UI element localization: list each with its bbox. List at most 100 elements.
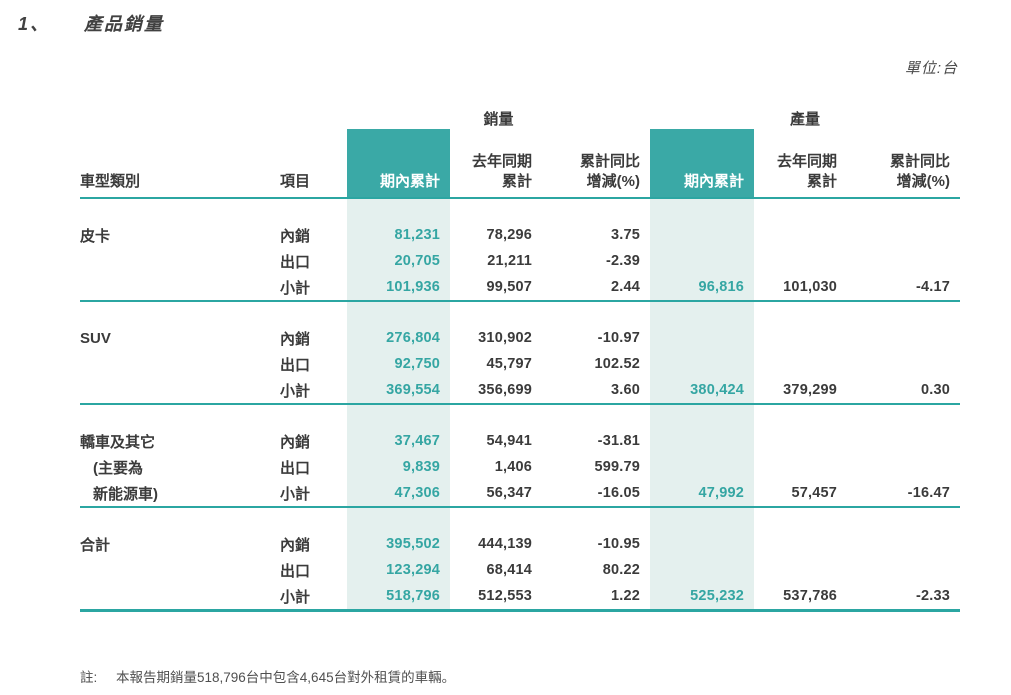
sales-prev-value: 99,507: [486, 279, 532, 295]
sales-prev-value: 310,902: [478, 330, 532, 346]
block-pickup: 皮卡 內銷 81,231 78,296 3.75 出口 20,705 21,21…: [80, 199, 960, 302]
prod-period-value: [650, 557, 754, 583]
section-number: 1、: [18, 14, 51, 34]
sales-period-value: 369,554: [347, 377, 450, 403]
col-header-sales-prev-line2: 累計: [501, 172, 532, 190]
table-row: 合計 內銷 395,502 444,139 -10.95: [80, 531, 960, 557]
sales-prev-value: 444,139: [478, 536, 532, 552]
prod-yoy-value: -2.33: [915, 588, 950, 604]
category-label: 皮卡: [80, 227, 111, 245]
footnote-label: 註:: [80, 670, 98, 685]
production-group-header: 產量: [789, 111, 820, 128]
table-spacer-row: [80, 508, 960, 531]
col-header-sales-prev: 去年同期 累計: [450, 152, 542, 197]
prod-prev-value: 57,457: [791, 485, 837, 501]
sales-prev-value: 68,414: [486, 562, 532, 578]
col-header-prod-prev-line2: 累計: [806, 172, 837, 190]
col-header-item: 項目: [280, 173, 311, 190]
sales-period-value: 276,804: [347, 325, 450, 351]
table-row: 皮卡 內銷 81,231 78,296 3.75: [80, 222, 960, 248]
block-suv: SUV 內銷 276,804 310,902 -10.97 出口 92,750 …: [80, 302, 960, 405]
item-label: 小計: [280, 382, 311, 400]
prod-period-value: [650, 454, 754, 480]
col-header-prod-period: 期內累計: [650, 129, 754, 197]
table-row: 新能源車) 小計 47,306 56,347 -16.05 47,992 57,…: [80, 480, 960, 506]
sales-yoy-value: 102.52: [594, 356, 640, 372]
sales-period-value: 123,294: [347, 557, 450, 583]
sales-prev-value: 1,406: [494, 459, 532, 475]
sales-yoy-value: 80.22: [602, 562, 640, 578]
sales-period-value: 101,936: [347, 274, 450, 300]
sales-prev-value: 21,211: [487, 253, 532, 269]
category-label: SUV: [80, 329, 111, 347]
col-header-sales-period: 期內累計: [347, 129, 450, 197]
table-row: (主要為 出口 9,839 1,406 599.79: [80, 454, 960, 480]
item-label: 出口: [280, 253, 311, 271]
item-label: 內銷: [280, 433, 311, 451]
col-header-prod-yoy-line2: 增減(%): [896, 172, 950, 190]
prod-period-value: [650, 351, 754, 377]
col-header-prod-prev: 去年同期 累計: [754, 152, 847, 197]
prod-prev-value: 379,299: [783, 382, 837, 398]
prod-prev-value: 101,030: [783, 279, 837, 295]
prod-period-value: 47,992: [650, 480, 754, 506]
sales-prev-value: 78,296: [486, 227, 532, 243]
sales-yoy-value: -31.81: [597, 433, 640, 449]
sales-yoy-value: -10.95: [597, 536, 640, 552]
section-title-text: 產品銷量: [84, 14, 165, 34]
col-header-prod-prev-line1: 去年同期: [776, 153, 837, 170]
prod-period-value: 96,816: [650, 274, 754, 300]
table-spacer-row: [80, 405, 960, 428]
table-row: SUV 內銷 276,804 310,902 -10.97: [80, 325, 960, 351]
unit-label: 單位:台: [904, 60, 958, 77]
prod-period-value: [650, 428, 754, 454]
section-title: 1、 產品銷量: [18, 10, 164, 36]
prod-period-value: 525,232: [650, 583, 754, 609]
sales-period-value: 92,750: [347, 351, 450, 377]
item-label: 出口: [280, 459, 311, 477]
table-row: 小計 369,554 356,699 3.60 380,424 379,299 …: [80, 377, 960, 403]
table-row: 出口 20,705 21,211 -2.39: [80, 248, 960, 274]
item-label: 內銷: [280, 330, 311, 348]
prod-period-value: [650, 248, 754, 274]
category-label: 合計: [80, 536, 111, 554]
table-row: 小計 101,936 99,507 2.44 96,816 101,030 -4…: [80, 274, 960, 300]
prod-prev-value: 537,786: [783, 588, 837, 604]
sales-prev-value: 54,941: [486, 433, 532, 449]
prod-yoy-value: -16.47: [907, 485, 950, 501]
table-row: 出口 92,750 45,797 102.52: [80, 351, 960, 377]
table-spacer-row: [80, 302, 960, 325]
category-label: (主要為: [93, 459, 143, 477]
prod-yoy-value: -4.17: [915, 279, 950, 295]
col-header-sales-prev-line1: 去年同期: [471, 153, 532, 170]
sales-prev-value: 356,699: [478, 382, 532, 398]
sales-yoy-value: 2.44: [610, 279, 640, 295]
sales-period-value: 395,502: [347, 531, 450, 557]
item-label: 出口: [280, 356, 311, 374]
item-label: 內銷: [280, 536, 311, 554]
item-label: 出口: [280, 562, 311, 580]
col-header-prod-yoy: 累計同比 增減(%): [847, 152, 960, 197]
block-sedan-other: 轎車及其它 內銷 37,467 54,941 -31.81 (主要為 出口 9,…: [80, 405, 960, 508]
table-spacer-row: [80, 199, 960, 222]
prod-period-value: [650, 325, 754, 351]
block-total: 合計 內銷 395,502 444,139 -10.95 出口 123,294 …: [80, 508, 960, 612]
col-header-sales-yoy-line2: 增減(%): [586, 172, 640, 190]
sales-prev-value: 45,797: [486, 356, 532, 372]
category-label: 新能源車): [93, 485, 158, 503]
prod-yoy-value: 0.30: [920, 382, 950, 398]
sales-yoy-value: 1.22: [610, 588, 640, 604]
table-row: 小計 518,796 512,553 1.22 525,232 537,786 …: [80, 583, 960, 609]
sales-group-header: 銷量: [483, 111, 514, 128]
footnote-text: 本報告期銷量518,796台中包含4,645台對外租賃的車輛。: [116, 670, 456, 685]
sales-period-value: 47,306: [347, 480, 450, 506]
footnote: 註: 本報告期銷量518,796台中包含4,645台對外租賃的車輛。: [80, 666, 455, 686]
item-label: 小計: [280, 588, 311, 606]
sales-period-value: 81,231: [347, 222, 450, 248]
column-header-row: 車型類別 項目 期內累計 去年同期 累計 累計同比 增減(%) 期內累計 去年同…: [80, 129, 960, 199]
col-header-sales-yoy-line1: 累計同比: [579, 153, 640, 170]
sales-period-value: 37,467: [347, 428, 450, 454]
sales-yoy-value: -16.05: [597, 485, 640, 501]
prod-period-value: [650, 222, 754, 248]
